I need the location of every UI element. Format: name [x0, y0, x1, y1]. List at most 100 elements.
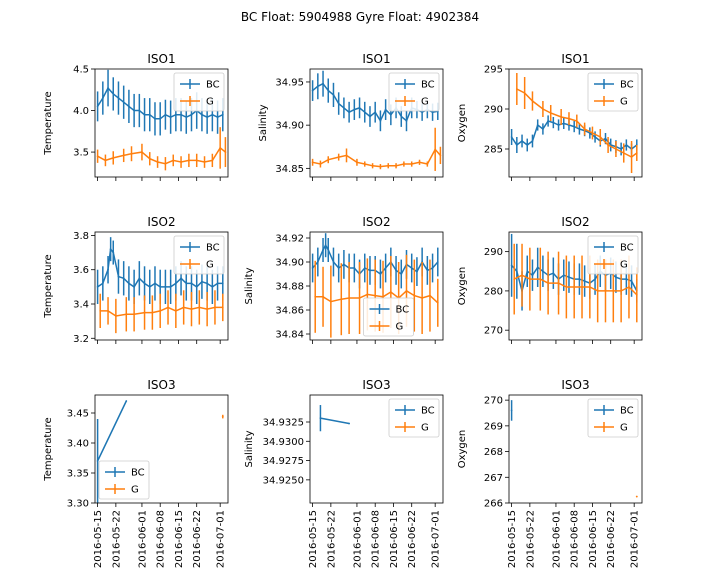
data-point [429, 294, 431, 297]
data-point [568, 276, 570, 279]
data-point [122, 154, 125, 157]
y-axis-label: Oxygen [457, 104, 468, 143]
y-tick-label: 270 [484, 326, 503, 337]
data-point [221, 282, 224, 285]
subplot-3: ISO1 285 290 295 Oxygen BC G [457, 52, 643, 181]
axes-frame [309, 68, 444, 178]
data-point [413, 294, 416, 297]
data-point [130, 152, 133, 155]
x-tick-label: 2016-06-22 [606, 510, 617, 568]
legend-label: BC [421, 80, 435, 91]
axes-frame [94, 231, 229, 341]
data-point [343, 263, 345, 266]
subplot-title: ISO1 [362, 52, 390, 66]
data-point [547, 120, 550, 122]
data-point [515, 88, 518, 90]
data-point [195, 159, 198, 162]
legend-label: G [620, 423, 628, 434]
data-point [528, 278, 531, 281]
data-point [219, 147, 222, 149]
legend: BC G [363, 297, 414, 337]
axes-frame [94, 394, 229, 504]
data-point [510, 409, 513, 412]
data-point [203, 161, 206, 163]
data-point [174, 309, 177, 312]
data-point [531, 274, 534, 277]
axes-frame [309, 394, 444, 504]
data-point [164, 113, 167, 116]
data-point [604, 137, 607, 140]
legend: BC G [388, 398, 440, 438]
data-point [185, 282, 188, 285]
y-tick-label: 34.86 [275, 306, 304, 317]
subplot-title: ISO2 [362, 215, 390, 229]
data-point [327, 249, 330, 251]
data-point [128, 105, 130, 108]
series-line [97, 247, 223, 288]
data-point [206, 308, 209, 311]
data-point [159, 117, 162, 120]
data-point [114, 315, 117, 317]
y-tick-label: 3.2 [73, 334, 89, 345]
data-point [148, 285, 151, 288]
data-point [615, 148, 617, 150]
data-point [214, 306, 216, 309]
x-tick-label: 2016-06-01 [551, 510, 562, 568]
y-tick-label: 3.30 [67, 499, 89, 510]
data-point [206, 282, 209, 285]
data-point [185, 116, 188, 119]
data-point [211, 159, 214, 162]
data-point [133, 285, 136, 288]
y-axis-label: Temperature [43, 91, 54, 155]
series-g [311, 127, 442, 171]
x-tick-label: 2016-06-22 [192, 510, 203, 568]
y-tick-label: 290 [484, 105, 503, 116]
data-point [389, 291, 392, 293]
data-point [625, 278, 628, 281]
data-point [578, 278, 581, 281]
legend-label: BC [131, 468, 145, 479]
legend: BC G [173, 72, 225, 112]
data-point [353, 267, 356, 269]
y-tick-label: 34.9275 [263, 456, 304, 467]
data-point [112, 251, 115, 254]
data-point [190, 282, 193, 285]
data-point [182, 306, 185, 309]
data-point [174, 282, 177, 285]
subplot-7: ISO3 3.30 3.35 3.40 3.45 2016-05-15 2016-05-22… [43, 378, 229, 568]
y-axis-label: Oxygen [457, 267, 468, 306]
data-point [201, 113, 203, 116]
axes-frame [94, 68, 229, 178]
data-point [542, 270, 544, 273]
data-point [314, 295, 317, 298]
data-point [348, 111, 351, 114]
axes-frame [508, 394, 643, 504]
y-tick-label: 34.95 [275, 77, 304, 88]
series-g [96, 127, 227, 171]
y-tick-label: 34.92 [275, 234, 304, 245]
legend-label: G [206, 260, 214, 271]
y-tick-label: 3.4 [73, 300, 89, 311]
legend-label: G [620, 97, 628, 108]
legend-label: BC [620, 243, 634, 254]
data-point [436, 261, 439, 263]
legend-label: BC [620, 406, 634, 417]
x-tick-label: 2016-06-08 [371, 510, 382, 568]
series-g [99, 290, 224, 334]
data-point [594, 278, 596, 281]
legend: BC G [388, 72, 440, 112]
data-point [169, 285, 172, 288]
x-tick-label: 2016-05-15 [93, 510, 104, 568]
data-point [101, 282, 104, 285]
data-point [159, 285, 162, 288]
data-point [418, 161, 421, 164]
data-point [439, 154, 442, 157]
data-point [345, 154, 348, 157]
data-point [125, 313, 128, 316]
data-point [431, 111, 434, 114]
data-point [531, 100, 534, 102]
data-point [221, 415, 224, 418]
subplot-title: ISO3 [362, 378, 390, 392]
data-point [348, 422, 351, 425]
figure-title: BC Float: 5904988 Gyre Float: 4902384 [240, 10, 480, 24]
